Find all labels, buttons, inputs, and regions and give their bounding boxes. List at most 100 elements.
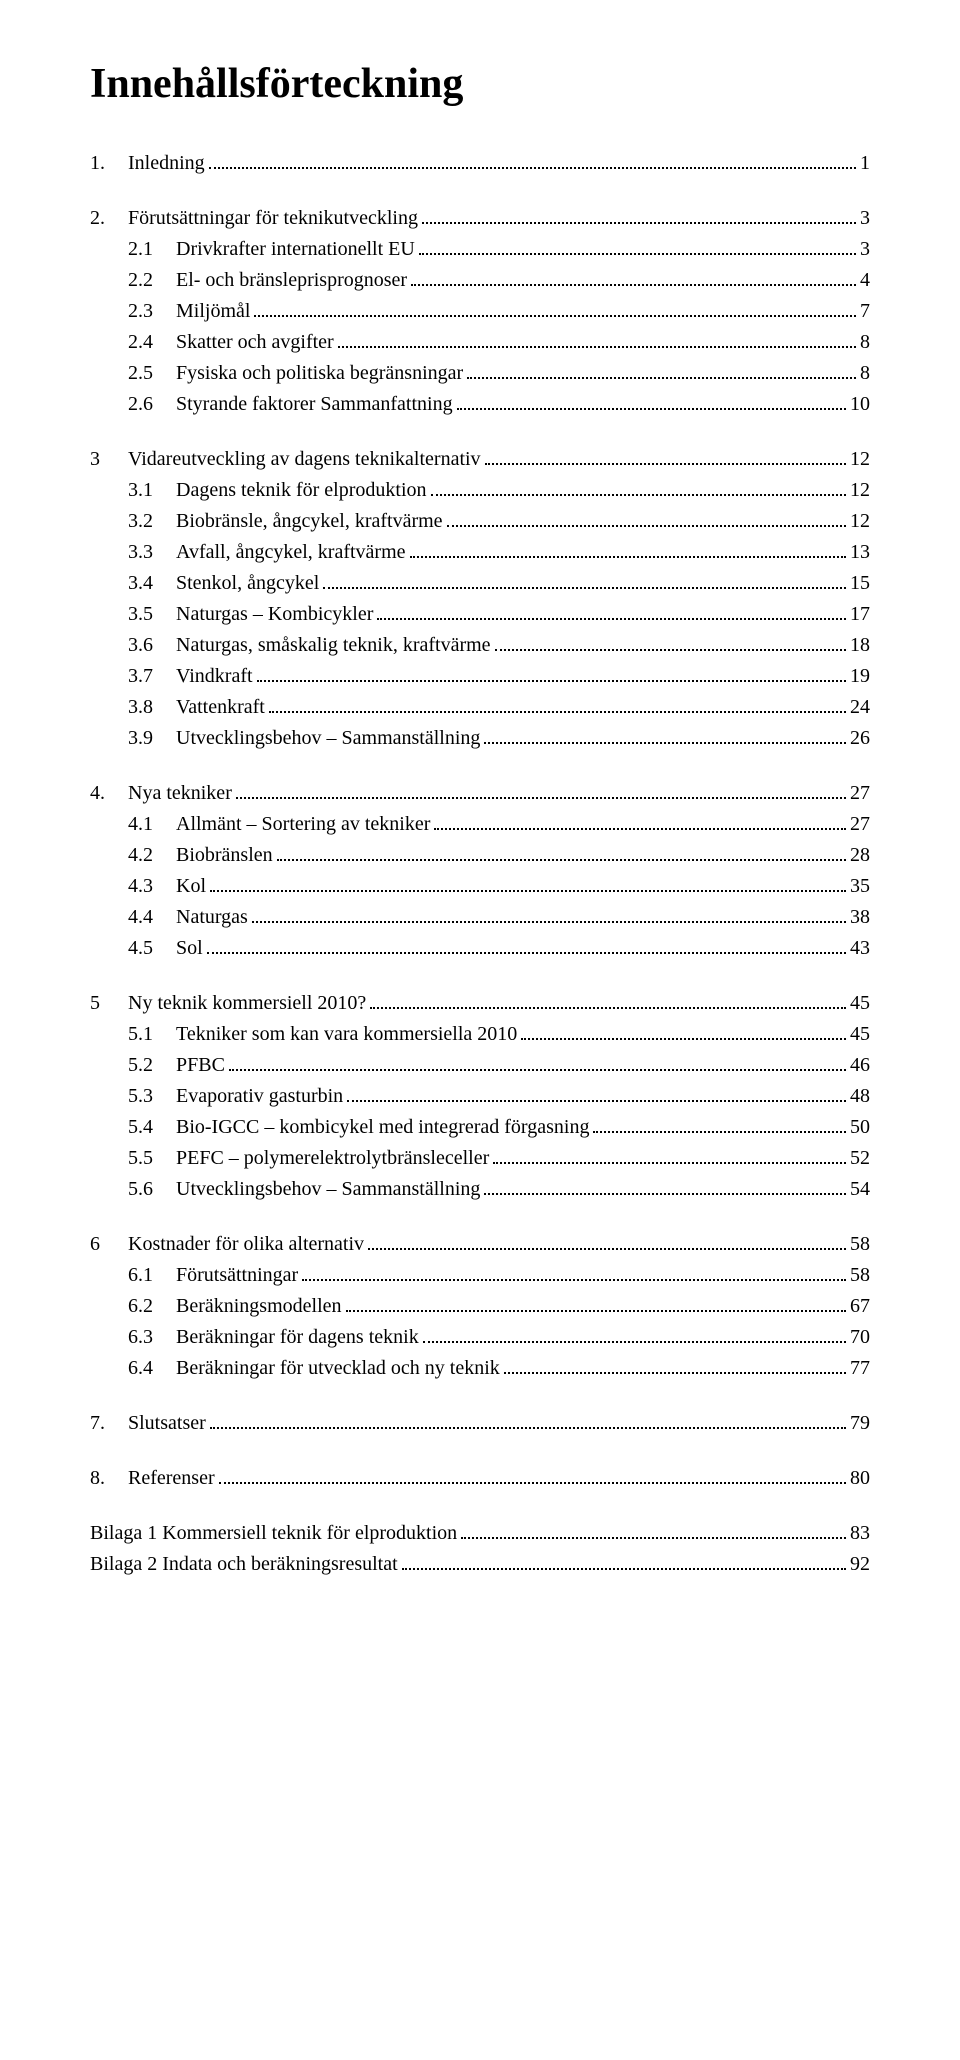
toc-leader-dots: [593, 1131, 846, 1133]
toc-entry-label: Vattenkraft: [176, 692, 265, 723]
toc-entry-number: 1.: [90, 148, 128, 179]
toc-entry-page: 10: [850, 389, 870, 420]
toc-entry: 2.6Styrande faktorer Sammanfattning10: [90, 389, 870, 420]
toc-entry-number: 6.4: [128, 1353, 176, 1384]
toc-entry: 5.3Evaporativ gasturbin48: [90, 1081, 870, 1112]
toc-entry-label: PFBC: [176, 1050, 225, 1081]
toc-leader-dots: [504, 1372, 846, 1374]
toc-entry-label: Naturgas: [176, 902, 248, 933]
toc-entry-page: 77: [850, 1353, 870, 1384]
toc-leader-dots: [368, 1248, 846, 1250]
toc-entry-page: 17: [850, 599, 870, 630]
toc-entry-label: Evaporativ gasturbin: [176, 1081, 343, 1112]
toc-entry: 4.3Kol 35: [90, 871, 870, 902]
toc-leader-dots: [210, 1427, 846, 1429]
toc-entry: 2.3Miljömål 7: [90, 296, 870, 327]
toc-entry-label: Dagens teknik för elproduktion: [176, 475, 427, 506]
toc-leader-dots: [346, 1310, 846, 1312]
toc-entry-label: Allmänt – Sortering av tekniker: [176, 809, 430, 840]
toc-entry-number: 3.9: [128, 723, 176, 754]
toc-leader-dots: [347, 1100, 846, 1102]
toc-entry: 4.5Sol43: [90, 933, 870, 964]
toc-leader-dots: [302, 1279, 846, 1281]
toc-entry-label: Utvecklingsbehov – Sammanställning: [176, 1174, 480, 1205]
toc-entry-page: 58: [850, 1260, 870, 1291]
toc-entry-number: 5.4: [128, 1112, 176, 1143]
toc-entry-number: 3.3: [128, 537, 176, 568]
page-title: Innehållsförteckning: [90, 60, 870, 108]
toc-entry-label: Miljömål: [176, 296, 250, 327]
toc-entry-page: 1: [860, 148, 870, 179]
toc-entry: 3.3Avfall, ångcykel, kraftvärme13: [90, 537, 870, 568]
toc-entry: 2.1Drivkrafter internationellt EU3: [90, 234, 870, 265]
toc-entry-number: 5.3: [128, 1081, 176, 1112]
toc-entry-number: 6.1: [128, 1260, 176, 1291]
toc-entry-number: 2.: [90, 203, 128, 234]
toc-entry-label: Ny teknik kommersiell 2010?: [128, 988, 366, 1019]
toc-entry-number: 2.3: [128, 296, 176, 327]
toc-entry: 3.6Naturgas, småskalig teknik, kraftvärm…: [90, 630, 870, 661]
toc-entry-number: 4.1: [128, 809, 176, 840]
toc-entry-number: 5: [90, 988, 128, 1019]
toc-leader-dots: [207, 952, 846, 954]
toc-entry-label: Utvecklingsbehov – Sammanställning: [176, 723, 480, 754]
toc-entry-number: 2.5: [128, 358, 176, 389]
toc-entry-page: 26: [850, 723, 870, 754]
toc-entry-number: 3.1: [128, 475, 176, 506]
toc-leader-dots: [423, 1341, 846, 1343]
toc-entry-label: Kol: [176, 871, 206, 902]
toc-entry-number: 4.3: [128, 871, 176, 902]
toc-entry-number: 5.2: [128, 1050, 176, 1081]
toc-entry-page: 7: [860, 296, 870, 327]
toc-entry-number: 3.8: [128, 692, 176, 723]
toc-entry-number: 5.6: [128, 1174, 176, 1205]
toc-entry: 5.4Bio-IGCC – kombicykel med integrerad …: [90, 1112, 870, 1143]
toc-leader-dots: [236, 797, 846, 799]
toc-entry: 8.Referenser80: [90, 1463, 870, 1494]
toc-leader-dots: [338, 346, 856, 348]
toc-entry: 5Ny teknik kommersiell 2010? 45: [90, 988, 870, 1019]
toc-entry-label: Vidareutveckling av dagens teknikalterna…: [128, 444, 481, 475]
toc-entry-page: 4: [860, 265, 870, 296]
toc-entry-page: 92: [850, 1549, 870, 1580]
toc-entry-page: 8: [860, 327, 870, 358]
toc-leader-dots: [434, 828, 846, 830]
toc-entry: 3.8Vattenkraft24: [90, 692, 870, 723]
toc-entry: 6.4Beräkningar för utvecklad och ny tekn…: [90, 1353, 870, 1384]
toc-entry-number: 3.7: [128, 661, 176, 692]
toc-entry-label: Naturgas, småskalig teknik, kraftvärme: [176, 630, 491, 661]
toc-entry-page: 45: [850, 1019, 870, 1050]
toc-entry-label: Beräkningsmodellen: [176, 1291, 342, 1322]
toc-entry: 6.2Beräkningsmodellen67: [90, 1291, 870, 1322]
toc-entry-page: 28: [850, 840, 870, 871]
toc-leader-dots: [370, 1007, 846, 1009]
toc-entry-label: Bilaga 2 Indata och beräkningsresultat: [90, 1549, 398, 1580]
toc-entry-number: 2.4: [128, 327, 176, 358]
toc-entry: 5.2PFBC46: [90, 1050, 870, 1081]
toc-entry-page: 27: [850, 809, 870, 840]
toc-entry-page: 15: [850, 568, 870, 599]
toc-entry-page: 45: [850, 988, 870, 1019]
toc-entry: 3.7Vindkraft19: [90, 661, 870, 692]
toc-entry-number: 6.3: [128, 1322, 176, 1353]
toc-entry-label: El- och bränsleprisprognoser: [176, 265, 407, 296]
toc-entry: 3.1Dagens teknik för elproduktion 12: [90, 475, 870, 506]
toc-entry-number: 5.1: [128, 1019, 176, 1050]
toc-entry-page: 67: [850, 1291, 870, 1322]
toc-entry: 1.Inledning1: [90, 148, 870, 179]
toc-leader-dots: [269, 711, 846, 713]
toc-leader-dots: [377, 618, 846, 620]
toc-entry-page: 70: [850, 1322, 870, 1353]
toc-entry-page: 18: [850, 630, 870, 661]
toc-entry-page: 13: [850, 537, 870, 568]
toc-entry: 2.2El- och bränsleprisprognoser4: [90, 265, 870, 296]
toc-entry: 2.Förutsättningar för teknikutveckling3: [90, 203, 870, 234]
toc-entry: 4.Nya tekniker27: [90, 778, 870, 809]
toc-entry-number: 4.4: [128, 902, 176, 933]
toc-entry-page: 19: [850, 661, 870, 692]
toc-entry-page: 12: [850, 475, 870, 506]
toc-leader-dots: [254, 315, 856, 317]
toc-entry-number: 4.2: [128, 840, 176, 871]
toc-entry-page: 35: [850, 871, 870, 902]
toc-entry-page: 54: [850, 1174, 870, 1205]
